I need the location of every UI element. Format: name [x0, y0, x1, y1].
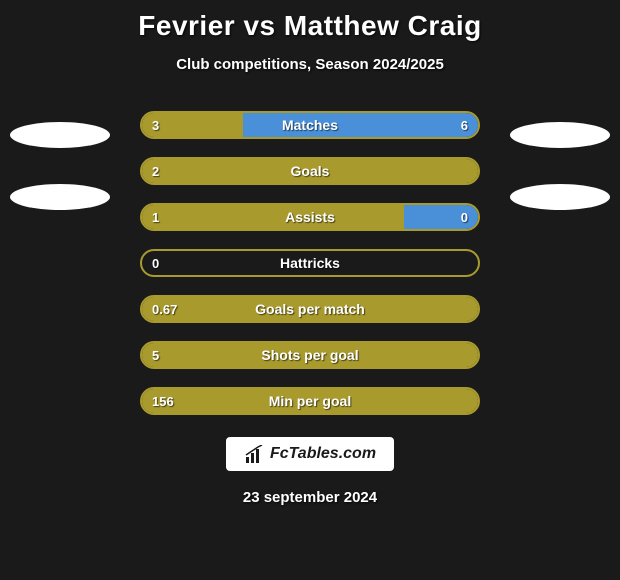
bar-label: Assists [142, 209, 478, 225]
stat-bar-row: 5Shots per goal [140, 341, 480, 369]
stat-bar-row: 0Hattricks [140, 249, 480, 277]
bar-label: Min per goal [142, 393, 478, 409]
bar-label: Hattricks [142, 255, 478, 271]
logo-badge: FcTables.com [226, 437, 394, 471]
stat-bar-row: 2Goals [140, 157, 480, 185]
logo-text: FcTables.com [270, 445, 376, 463]
stat-bar-row: 10Assists [140, 203, 480, 231]
date-label: 23 september 2024 [243, 489, 377, 506]
bar-label: Matches [142, 117, 478, 133]
oval-decor-icon [10, 122, 110, 148]
page-title: Fevrier vs Matthew Craig [138, 10, 481, 42]
stat-bars: 36Matches 2Goals 10Assists 0Hattricks 0.67Go… [140, 111, 480, 415]
page-subtitle: Club competitions, Season 2024/2025 [176, 56, 444, 73]
bar-label: Shots per goal [142, 347, 478, 363]
bar-label: Goals [142, 163, 478, 179]
stat-bar-row: 36Matches [140, 111, 480, 139]
right-decor [510, 122, 610, 210]
oval-decor-icon [510, 122, 610, 148]
oval-decor-icon [510, 184, 610, 210]
fctables-logo-icon [244, 445, 264, 463]
stat-bar-row: 0.67Goals per match [140, 295, 480, 323]
left-decor [10, 122, 110, 210]
oval-decor-icon [10, 184, 110, 210]
bar-label: Goals per match [142, 301, 478, 317]
comparison-infographic: Fevrier vs Matthew Craig Club competitio… [0, 0, 620, 580]
stat-bar-row: 156Min per goal [140, 387, 480, 415]
